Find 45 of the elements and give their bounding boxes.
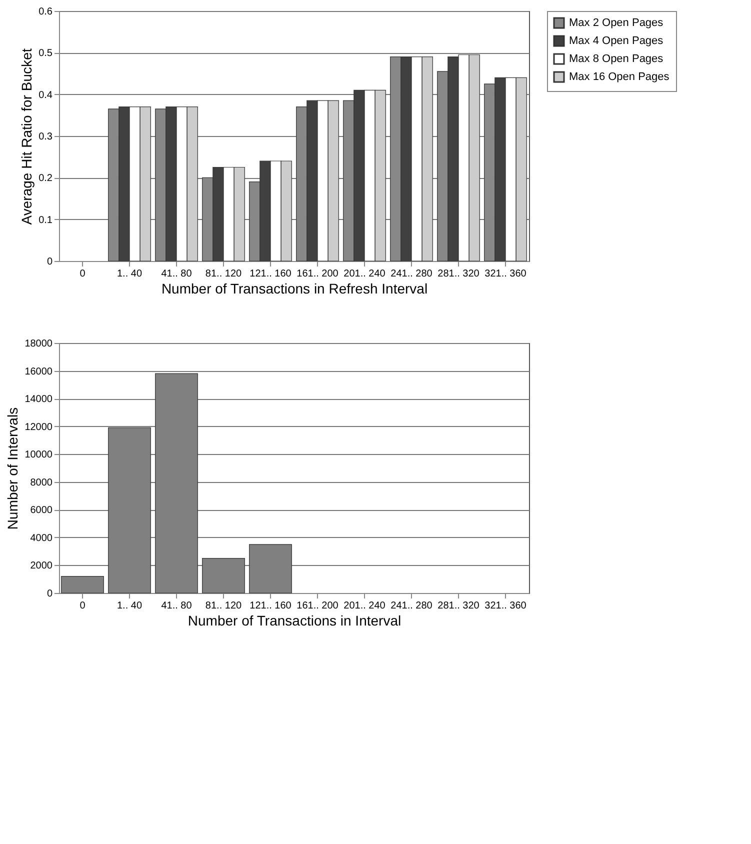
legend-label: Max 4 Open Pages bbox=[569, 35, 664, 47]
x-tick-label: 121.. 160 bbox=[250, 268, 292, 280]
x-tick-label: 1.. 40 bbox=[116, 268, 142, 280]
x-axis-title: Number of Transactions in Interval bbox=[188, 612, 402, 628]
x-tick-label: 41.. 80 bbox=[161, 600, 192, 612]
y-tick-label: 14000 bbox=[24, 394, 53, 406]
y-tick-label: 0 bbox=[46, 588, 53, 600]
y-tick-label: 0.6 bbox=[38, 6, 53, 18]
x-tick-label: 161.. 200 bbox=[296, 268, 339, 280]
y-tick-label: 0.1 bbox=[38, 214, 53, 226]
y-tick-label: 0.2 bbox=[38, 173, 53, 184]
x-tick-label: 41.. 80 bbox=[161, 268, 192, 280]
y-tick-label: 10000 bbox=[24, 450, 53, 461]
legend-label: Max 2 Open Pages bbox=[569, 17, 664, 29]
x-tick-label: 121.. 160 bbox=[250, 600, 292, 612]
legend-label: Max 16 Open Pages bbox=[569, 71, 670, 83]
x-tick-label: 0 bbox=[80, 600, 86, 612]
x-tick-label: 161.. 200 bbox=[296, 600, 339, 612]
y-axis-title: Average Hit Ratio for Bucket bbox=[18, 48, 35, 225]
x-tick-label: 241.. 280 bbox=[390, 268, 433, 280]
legend-label: Max 8 Open Pages bbox=[569, 53, 664, 65]
y-tick-label: 2000 bbox=[30, 560, 53, 572]
x-tick-label: 81.. 120 bbox=[205, 268, 242, 280]
x-tick-label: 321.. 360 bbox=[484, 600, 527, 612]
y-tick-label: 0.3 bbox=[38, 132, 53, 142]
x-axis-title: Number of Transactions in Refresh Interval bbox=[161, 280, 428, 296]
x-tick-label: 0 bbox=[80, 268, 86, 280]
x-tick-label: 1.. 40 bbox=[116, 600, 142, 612]
y-tick-label: 6000 bbox=[30, 505, 53, 516]
x-tick-label: 321.. 360 bbox=[484, 268, 527, 280]
y-tick-label: 0.4 bbox=[38, 90, 53, 101]
y-tick-label: 8000 bbox=[30, 477, 53, 488]
y-tick-label: 4000 bbox=[30, 532, 53, 544]
y-tick-label: 0 bbox=[46, 256, 53, 268]
x-tick-label: 201.. 240 bbox=[344, 268, 386, 280]
x-tick-label: 281.. 320 bbox=[438, 600, 480, 612]
x-tick-label: 201.. 240 bbox=[344, 600, 386, 612]
x-tick-label: 281.. 320 bbox=[438, 268, 480, 280]
y-tick-label: 0.5 bbox=[38, 48, 53, 60]
y-tick-label: 16000 bbox=[24, 366, 53, 378]
y-tick-label: 18000 bbox=[24, 338, 53, 350]
x-tick-label: 81.. 120 bbox=[205, 600, 242, 612]
y-tick-label: 12000 bbox=[24, 422, 53, 433]
x-tick-label: 241.. 280 bbox=[390, 600, 433, 612]
y-axis-title: Number of Intervals bbox=[4, 407, 21, 530]
